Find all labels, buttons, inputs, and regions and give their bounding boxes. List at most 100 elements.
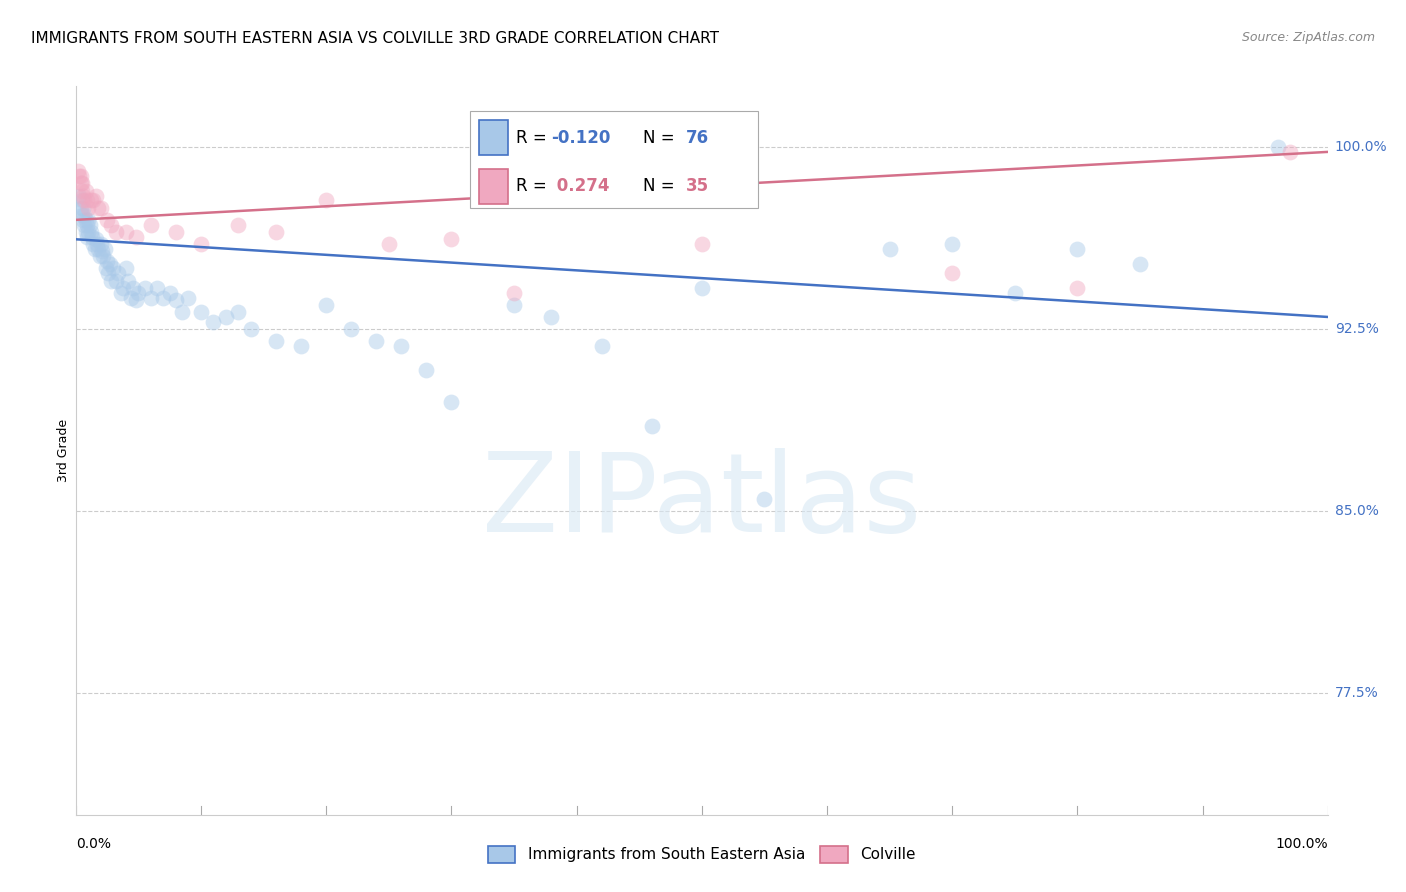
Text: -0.120: -0.120 <box>551 128 610 147</box>
Point <box>1066 242 1088 256</box>
Text: N =: N = <box>643 178 679 195</box>
Point <box>1129 256 1152 270</box>
Point <box>190 305 212 319</box>
Point <box>80 194 103 208</box>
Point <box>73 218 96 232</box>
Point <box>87 201 110 215</box>
Point <box>159 285 181 300</box>
Point <box>879 242 901 256</box>
Point <box>91 244 114 259</box>
Point <box>117 274 139 288</box>
Y-axis label: 3rd Grade: 3rd Grade <box>58 419 70 482</box>
Point <box>1279 145 1302 159</box>
Point <box>69 169 91 184</box>
Point <box>1267 140 1289 154</box>
Point <box>97 266 120 280</box>
Point <box>80 230 103 244</box>
Text: Source: ZipAtlas.com: Source: ZipAtlas.com <box>1241 31 1375 45</box>
Point <box>96 212 118 227</box>
Text: 100.0%: 100.0% <box>1334 140 1388 154</box>
Point <box>114 261 136 276</box>
Point <box>190 237 212 252</box>
Point <box>122 281 145 295</box>
Point <box>440 395 463 409</box>
Point <box>70 184 93 198</box>
Point <box>389 339 412 353</box>
Point <box>503 285 526 300</box>
Point <box>165 225 187 239</box>
Point <box>79 218 101 232</box>
Point <box>104 274 127 288</box>
Point <box>76 230 98 244</box>
Point <box>228 218 250 232</box>
Point <box>228 305 250 319</box>
Text: IMMIGRANTS FROM SOUTH EASTERN ASIA VS COLVILLE 3RD GRADE CORRELATION CHART: IMMIGRANTS FROM SOUTH EASTERN ASIA VS CO… <box>31 31 718 46</box>
Point <box>80 225 103 239</box>
Point <box>415 363 437 377</box>
Point <box>76 218 98 232</box>
Point <box>177 291 200 305</box>
Point <box>690 237 713 252</box>
Point <box>540 310 562 324</box>
Point <box>640 419 662 434</box>
Text: R =: R = <box>516 178 557 195</box>
Point <box>125 230 148 244</box>
Text: 77.5%: 77.5% <box>1334 686 1378 700</box>
Point <box>103 261 125 276</box>
Point <box>70 177 93 191</box>
Point <box>82 237 104 252</box>
Point <box>941 237 963 252</box>
Point <box>202 315 225 329</box>
Point <box>77 225 100 239</box>
Point <box>84 232 107 246</box>
Text: 76: 76 <box>686 128 709 147</box>
Point <box>70 194 93 208</box>
Point <box>69 201 91 215</box>
Point <box>72 188 94 202</box>
Point <box>67 164 90 178</box>
Point <box>146 281 169 295</box>
Point <box>264 334 287 349</box>
Point <box>240 322 263 336</box>
Point <box>86 237 108 252</box>
Point <box>290 339 312 353</box>
Point <box>503 298 526 312</box>
Point <box>139 218 162 232</box>
Point <box>73 194 96 208</box>
Point <box>1004 285 1026 300</box>
Point <box>73 208 96 222</box>
Point <box>83 242 105 256</box>
Point <box>87 242 110 256</box>
Point <box>76 194 98 208</box>
Point <box>754 491 776 506</box>
Point <box>104 225 127 239</box>
Point <box>100 274 122 288</box>
Point <box>84 188 107 202</box>
Point <box>69 177 91 191</box>
Text: 35: 35 <box>686 178 709 195</box>
Legend: Immigrants from South Eastern Asia, Colville: Immigrants from South Eastern Asia, Colv… <box>482 840 922 869</box>
Point <box>340 322 363 336</box>
Point <box>139 291 162 305</box>
Point <box>100 218 122 232</box>
Point <box>75 225 97 239</box>
Point <box>90 201 112 215</box>
Point <box>89 249 111 263</box>
Point <box>125 293 148 307</box>
Point <box>72 201 94 215</box>
Point <box>120 291 142 305</box>
Text: N =: N = <box>643 128 679 147</box>
Point <box>112 281 135 295</box>
Point <box>110 285 132 300</box>
Point <box>366 334 388 349</box>
Point <box>96 254 118 268</box>
Point <box>690 281 713 295</box>
Point <box>172 305 194 319</box>
Text: 85.0%: 85.0% <box>1334 504 1379 518</box>
Point <box>165 293 187 307</box>
Text: R =: R = <box>516 128 553 147</box>
Point <box>98 256 121 270</box>
Point <box>152 291 174 305</box>
Text: 0.0%: 0.0% <box>76 837 111 851</box>
Point <box>315 298 337 312</box>
